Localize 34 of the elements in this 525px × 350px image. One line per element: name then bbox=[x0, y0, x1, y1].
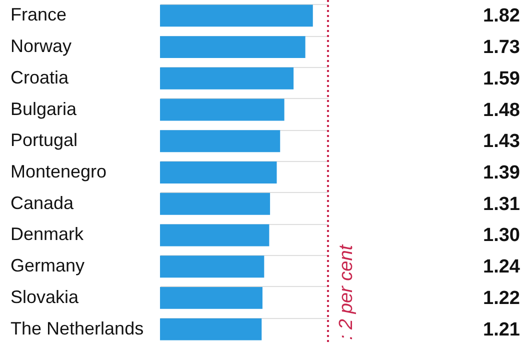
y-tick-label: Canada bbox=[10, 192, 75, 213]
y-tick-label: Portugal bbox=[10, 130, 78, 150]
bar bbox=[160, 98, 284, 121]
bar bbox=[160, 224, 270, 246]
bar bbox=[160, 130, 280, 152]
y-tick-label: Slovakia bbox=[10, 286, 80, 307]
data-label: 1.24 bbox=[483, 256, 520, 278]
y-tick-label: The Netherlands bbox=[10, 318, 144, 338]
data-label: 1.59 bbox=[483, 68, 520, 90]
data-label: 1.22 bbox=[483, 288, 520, 309]
y-tick-label: Germany bbox=[10, 256, 85, 276]
bar bbox=[160, 318, 262, 340]
data-label: 1.39 bbox=[483, 162, 520, 184]
data-label: 1.31 bbox=[483, 194, 520, 215]
bar bbox=[160, 192, 270, 215]
data-label: 1.21 bbox=[483, 319, 520, 340]
y-tick-label: Denmark bbox=[10, 224, 85, 244]
bar bbox=[160, 67, 294, 90]
data-label: 1.73 bbox=[483, 37, 520, 58]
bar bbox=[160, 286, 262, 309]
bar bbox=[160, 162, 277, 184]
y-tick-label: Norway bbox=[10, 36, 72, 56]
data-label: 1.48 bbox=[483, 100, 520, 121]
y-tick-label: France bbox=[10, 4, 67, 25]
y-tick-label: Bulgaria bbox=[10, 98, 78, 119]
y-tick-label: Croatia bbox=[10, 67, 70, 88]
y-tick-label: Montenegro bbox=[10, 162, 107, 182]
ref-line-label: : 2 per cent bbox=[336, 244, 357, 340]
bar bbox=[160, 256, 264, 278]
data-label: 1.30 bbox=[483, 225, 520, 246]
data-label: 1.82 bbox=[483, 6, 520, 27]
data-label: 1.43 bbox=[483, 131, 520, 152]
bar bbox=[160, 4, 313, 27]
bar bbox=[160, 36, 306, 58]
